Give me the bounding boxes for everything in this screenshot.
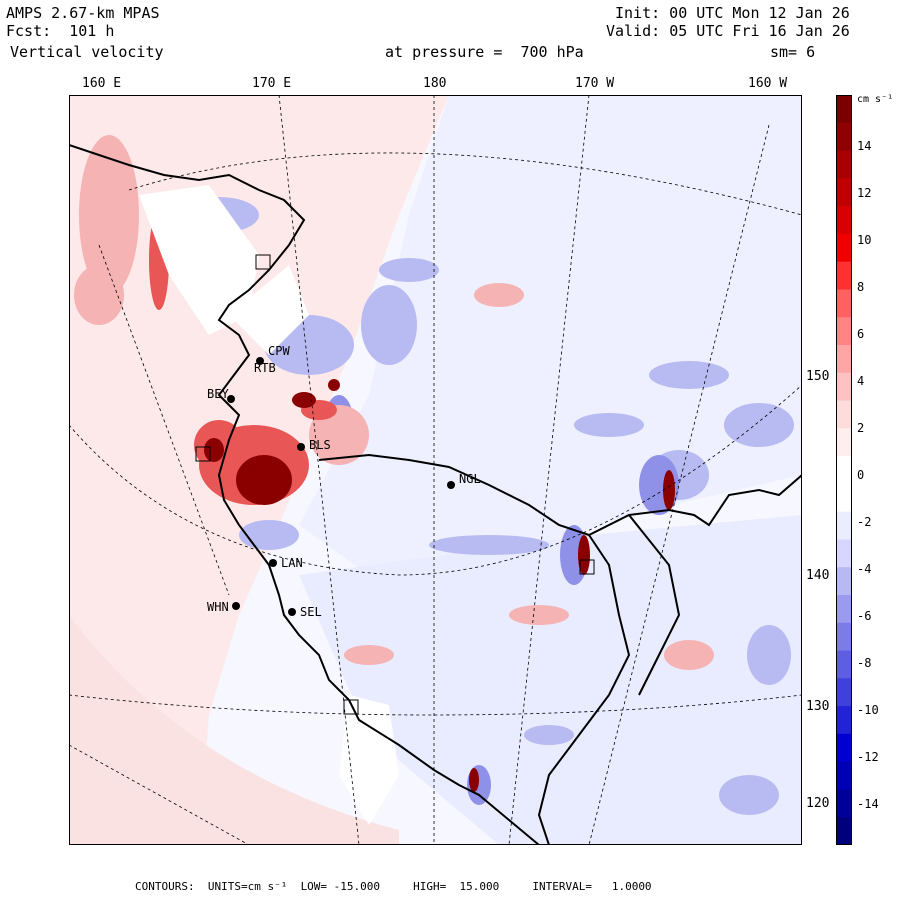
colorbar-tick-label: -8 xyxy=(857,656,872,670)
station-marker xyxy=(227,395,235,403)
max-positive-patches xyxy=(204,379,675,792)
positive-velocity-patches xyxy=(74,135,714,670)
station-marker xyxy=(447,481,455,489)
colorbar-segment xyxy=(836,678,852,707)
map-frame xyxy=(69,95,802,845)
coastline xyxy=(69,144,802,845)
colorbar-segment xyxy=(836,789,852,818)
forecast-hour: Fcst: 101 h xyxy=(6,22,115,40)
colorbar-tick-label: -2 xyxy=(857,515,872,529)
colorbar-tick-label: -12 xyxy=(857,750,879,764)
station-marker xyxy=(269,559,277,567)
colorbar-tick-label: -4 xyxy=(857,562,872,576)
station-label-bls: BLS xyxy=(309,438,331,452)
colorbar-segment xyxy=(836,178,852,207)
colorbar-tick-label: 12 xyxy=(857,186,872,200)
colorbar-segment xyxy=(836,706,852,735)
colorbar-segment xyxy=(836,233,852,263)
lon-label-160w: 160 W xyxy=(748,76,788,91)
lon-label-170e: 170 E xyxy=(252,76,292,91)
colorbar-segment xyxy=(836,595,852,624)
box-marker xyxy=(195,446,211,462)
lon-label-160e: 160 E xyxy=(82,76,122,91)
colorbar-segment xyxy=(836,567,852,596)
colorbar-tick-label: 8 xyxy=(857,280,865,294)
colorbar-segment xyxy=(836,372,852,402)
station-marker xyxy=(297,443,305,451)
field-name: Vertical velocity xyxy=(10,43,164,61)
colorbar-segment xyxy=(836,289,852,318)
contour-info: CONTOURS: UNITS=cm s⁻¹ LOW= -15.000 HIGH… xyxy=(135,880,652,893)
colorbar-tick-label: -14 xyxy=(857,797,879,811)
colorbar-tick-label: 0 xyxy=(857,468,865,482)
init-time: Init: 00 UTC Mon 12 Jan 26 xyxy=(615,4,850,22)
colorbar xyxy=(836,95,852,845)
colorbar-segment xyxy=(836,817,852,845)
masked-terrain xyxy=(139,185,399,825)
marker-boxes xyxy=(195,254,595,715)
lon-label-180: 180 xyxy=(423,76,447,91)
colorbar-tick-label: 2 xyxy=(857,421,865,435)
colorbar-segment xyxy=(836,511,852,540)
station-label-bey: BEY xyxy=(207,387,229,401)
colorbar-tick-label: -6 xyxy=(857,609,872,623)
station-marker xyxy=(232,602,240,610)
pressure-level: at pressure = 700 hPa xyxy=(385,43,584,61)
colorbar-segment xyxy=(836,761,852,790)
colorbar-segment xyxy=(836,122,852,152)
box-marker xyxy=(579,559,595,575)
box-marker xyxy=(255,254,271,270)
colorbar-segment xyxy=(836,345,852,374)
station-label-lan: LAN xyxy=(281,556,303,570)
station-label-ngl: NGL xyxy=(459,472,481,486)
station-label-rtb: RTB xyxy=(254,361,276,375)
valid-time: Valid: 05 UTC Fri 16 Jan 26 xyxy=(606,22,850,40)
colorbar-segment xyxy=(836,650,852,679)
station-marker xyxy=(256,357,264,365)
box-marker xyxy=(343,699,359,715)
colorbar-segment xyxy=(836,400,852,429)
colorbar-segment xyxy=(836,428,852,457)
smoothing: sm= 6 xyxy=(770,43,816,61)
colorbar-frame xyxy=(836,95,852,845)
colorbar-tick-label: 10 xyxy=(857,233,872,247)
station-marker xyxy=(288,608,296,616)
colorbar-tick-label: 14 xyxy=(857,139,872,153)
colorbar-segments xyxy=(836,95,852,845)
colorbar-tick-label: 6 xyxy=(857,327,865,341)
graticule xyxy=(69,95,802,845)
colorbar-segment xyxy=(836,206,852,235)
colorbar-segment xyxy=(836,150,852,179)
colorbar-tick-label: 4 xyxy=(857,374,865,388)
colorbar-unit: cm s⁻¹ xyxy=(857,94,894,105)
map-panel: CPW RTB BEY BLS NGL LAN WHN SEL xyxy=(69,95,802,845)
colorbar-tick-label: -10 xyxy=(857,703,879,717)
station-label-whn: WHN xyxy=(207,600,229,614)
colorbar-segment xyxy=(836,539,852,568)
positive-region-sw xyxy=(69,615,399,845)
station-label-sel: SEL xyxy=(300,605,322,619)
colorbar-segment xyxy=(836,456,852,485)
colorbar-segment xyxy=(836,622,852,652)
colorbar-segment xyxy=(836,261,852,290)
colorbar-segment xyxy=(836,95,852,124)
model-title: AMPS 2.67-km MPAS xyxy=(6,4,160,22)
colorbar-segment xyxy=(836,317,852,346)
lon-label-170w: 170 W xyxy=(575,76,615,91)
colorbar-segment xyxy=(836,733,852,763)
station-label-cpw: CPW xyxy=(268,344,290,358)
colorbar-segment xyxy=(836,483,852,513)
stations: CPW RTB BEY BLS NGL LAN WHN SEL xyxy=(207,344,481,619)
